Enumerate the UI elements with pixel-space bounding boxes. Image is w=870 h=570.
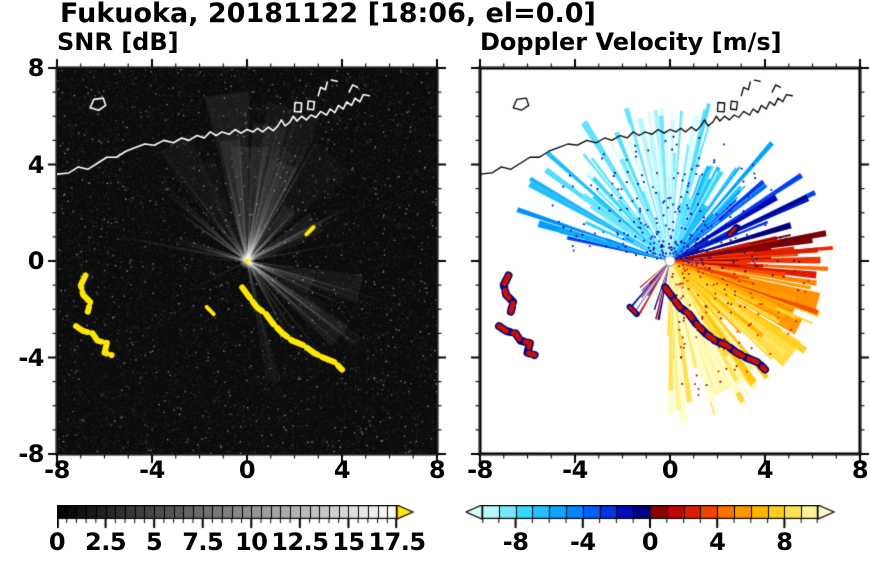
- snr-x-tick-label: 4: [333, 456, 351, 484]
- snr-x-tick-label: 8: [428, 456, 446, 484]
- doppler-panel-title: Doppler Velocity [m/s]: [480, 28, 782, 56]
- snr-x-tick-label: -8: [44, 456, 70, 484]
- snr-x-tick-label: 0: [238, 456, 256, 484]
- doppler-x-tick-label: -8: [467, 456, 493, 484]
- snr-heatmap-canvas: [57, 68, 437, 454]
- snr-colorbar-tick-label: 17.5: [368, 528, 426, 556]
- doppler-x-tick-label: 8: [851, 456, 869, 484]
- doppler-colorbar-tick-label: -4: [569, 528, 596, 556]
- doppler-x-tick-label: 4: [756, 456, 774, 484]
- doppler-colorbar: [466, 505, 836, 531]
- doppler-colorbar-tick-label: 0: [641, 528, 659, 556]
- snr-panel-title: SNR [dB]: [57, 28, 179, 56]
- doppler-x-tick-label: -4: [562, 456, 588, 484]
- doppler-colorbar-tick-label: -8: [502, 528, 529, 556]
- snr-colorbar-tick-label: 5: [146, 528, 163, 556]
- snr-colorbar-tick-label: 0: [48, 528, 66, 556]
- snr-y-tick-label: 8: [27, 54, 45, 82]
- doppler-colorbar-tick-label: 8: [776, 528, 793, 556]
- snr-colorbar-tick-label: 2.5: [85, 528, 127, 556]
- snr-colorbar-tick-label: 15: [332, 528, 365, 556]
- snr-colorbar: [57, 505, 417, 531]
- snr-y-tick-label: -8: [18, 440, 44, 468]
- snr-colorbar-tick-label: 10: [235, 528, 268, 556]
- figure-title: Fukuoka, 20181122 [18:06, el=0.0]: [60, 0, 596, 29]
- doppler-colorbar-tick-label: 4: [709, 528, 726, 556]
- snr-colorbar-tick-label: 7.5: [182, 528, 224, 556]
- snr-y-tick-label: 0: [27, 247, 45, 275]
- snr-y-tick-label: 4: [27, 150, 45, 179]
- snr-x-tick-label: -4: [139, 456, 165, 484]
- snr-colorbar-tick-label: 12.5: [271, 528, 329, 556]
- doppler-heatmap-canvas: [480, 68, 860, 454]
- snr-y-tick-label: -4: [18, 343, 44, 372]
- doppler-x-tick-label: 0: [661, 456, 679, 484]
